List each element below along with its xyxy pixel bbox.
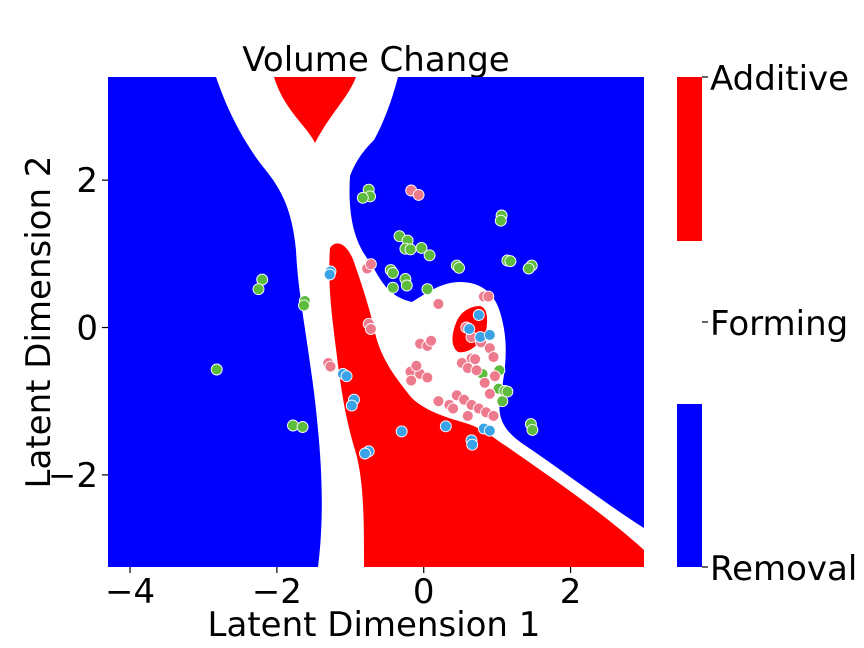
y-axis-ticks: −2 0 2 bbox=[48, 161, 108, 496]
pink-data-point bbox=[447, 402, 460, 415]
colorbar-forming-swatch bbox=[677, 241, 702, 404]
pink-data-point bbox=[470, 364, 483, 377]
pink-data-point bbox=[364, 323, 377, 335]
pink-data-point bbox=[410, 359, 423, 372]
pink-data-point bbox=[482, 290, 495, 303]
colorbar-additive-swatch bbox=[677, 77, 702, 241]
pink-data-point bbox=[412, 188, 425, 201]
green-data-point bbox=[453, 261, 465, 274]
green-data-point bbox=[400, 279, 413, 292]
colorbar-removal-swatch bbox=[677, 404, 702, 567]
blue-data-point bbox=[359, 447, 371, 460]
colorbar-label-forming: Forming bbox=[710, 304, 848, 344]
green-data-point bbox=[386, 281, 399, 294]
chart-title: Volume Change bbox=[242, 40, 509, 80]
blue-data-point bbox=[340, 370, 353, 383]
pink-data-point bbox=[461, 409, 474, 422]
green-data-point bbox=[423, 249, 436, 262]
green-data-point bbox=[252, 283, 265, 296]
green-data-point bbox=[421, 283, 434, 296]
blue-data-point bbox=[323, 268, 336, 281]
blue-data-point bbox=[439, 420, 452, 433]
x-tick-label: −2 bbox=[252, 572, 302, 612]
pink-data-point bbox=[478, 376, 491, 389]
pink-data-point bbox=[425, 334, 438, 347]
y-tick-label: 2 bbox=[76, 161, 98, 201]
pink-data-point bbox=[432, 395, 445, 408]
pink-data-point bbox=[324, 360, 337, 373]
blue-data-point bbox=[483, 328, 496, 341]
green-data-point bbox=[386, 267, 399, 279]
blue-data-point bbox=[345, 399, 358, 412]
pink-data-point bbox=[405, 374, 418, 387]
green-data-point bbox=[210, 363, 223, 376]
y-tick-label: −2 bbox=[48, 456, 98, 496]
x-axis-ticks: −4 −2 0 2 bbox=[105, 567, 581, 612]
scatter-points bbox=[210, 183, 539, 460]
green-data-point bbox=[404, 243, 417, 256]
y-axis-label: Latent Dimension 2 bbox=[19, 156, 59, 489]
pink-data-point bbox=[432, 297, 445, 310]
green-data-point bbox=[504, 255, 517, 268]
blue-data-point bbox=[472, 309, 485, 321]
x-tick-label: 2 bbox=[560, 572, 582, 612]
green-data-point bbox=[296, 421, 309, 433]
green-data-point bbox=[415, 241, 428, 254]
y-tick-label: 0 bbox=[76, 309, 98, 349]
blue-data-point bbox=[395, 425, 408, 438]
green-data-point bbox=[494, 214, 507, 227]
green-data-point bbox=[522, 262, 535, 275]
green-data-point bbox=[496, 395, 509, 408]
pink-data-point bbox=[469, 353, 482, 366]
plot-area bbox=[108, 77, 644, 567]
pink-data-point bbox=[483, 387, 496, 400]
colorbar-label-removal: Removal bbox=[710, 549, 857, 589]
green-data-point bbox=[356, 191, 369, 204]
blue-data-point bbox=[463, 323, 476, 335]
pink-data-point bbox=[364, 258, 377, 271]
green-data-point bbox=[526, 423, 539, 436]
pink-data-point bbox=[421, 371, 434, 384]
x-axis-label: Latent Dimension 1 bbox=[208, 605, 541, 645]
colorbar-label-additive: Additive bbox=[710, 59, 849, 99]
colorbar: Additive Forming Removal bbox=[677, 59, 857, 589]
pink-data-point bbox=[487, 409, 500, 422]
green-data-point bbox=[501, 385, 514, 398]
blue-data-point bbox=[466, 438, 479, 451]
x-tick-label: −4 bbox=[105, 572, 155, 612]
pink-data-point bbox=[487, 351, 500, 363]
x-tick-label: 0 bbox=[413, 572, 435, 612]
green-data-point bbox=[298, 299, 310, 312]
region-forming bbox=[216, 77, 644, 567]
pink-data-point bbox=[488, 370, 501, 383]
blue-data-point bbox=[483, 424, 496, 437]
